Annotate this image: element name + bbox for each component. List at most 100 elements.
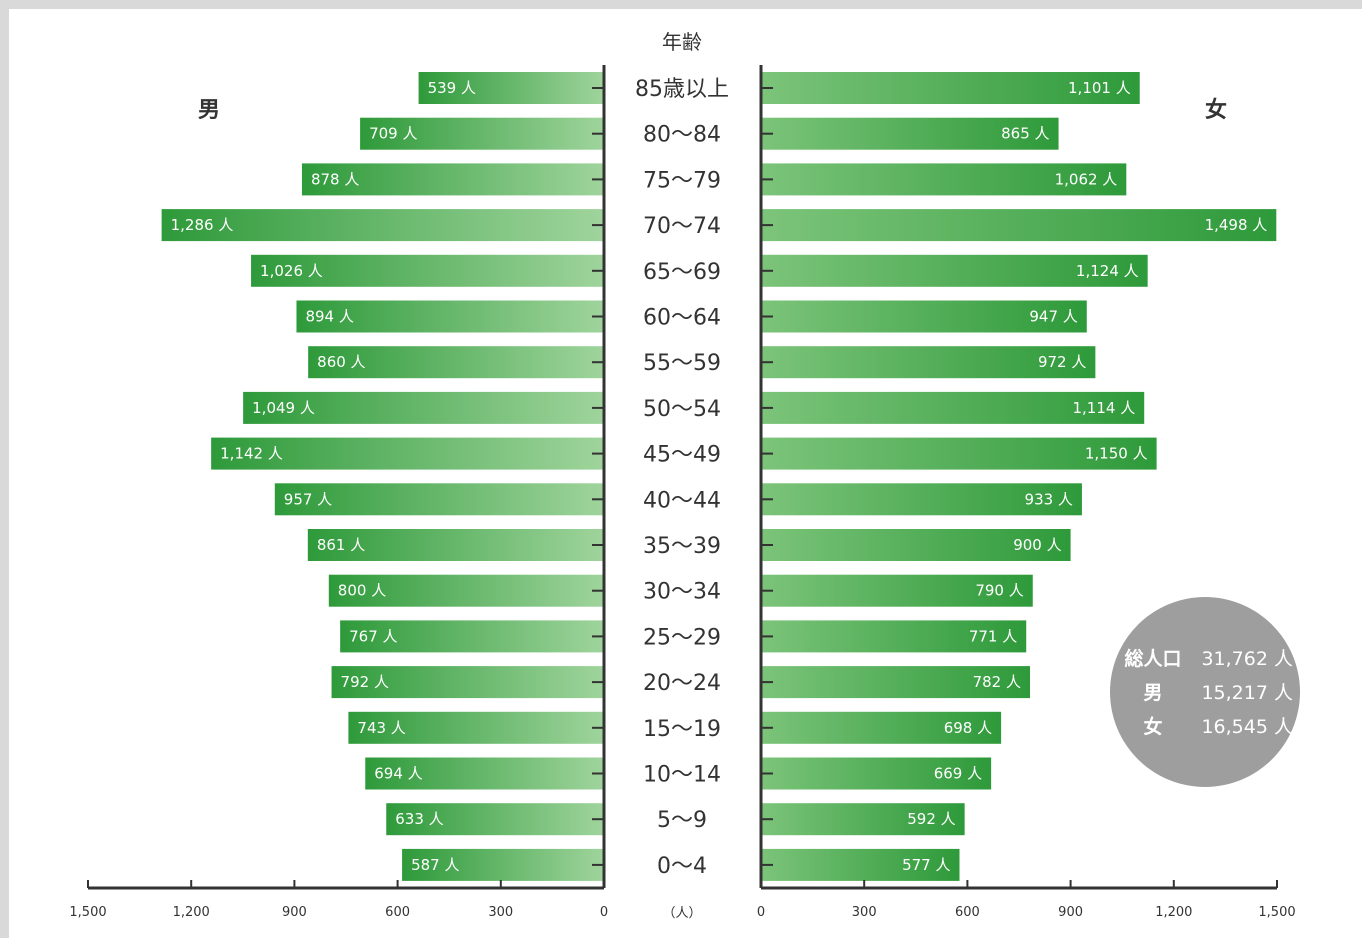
male-x-tick-label: 1,200	[173, 905, 210, 920]
female-value-label: 669 人	[934, 765, 982, 783]
male-bar	[301, 163, 604, 196]
male-value-label: 1,026 人	[260, 262, 323, 280]
male-bar	[402, 848, 604, 881]
female-x-tick-label: 300	[852, 905, 877, 920]
female-label: 女	[1205, 97, 1227, 123]
male-label: 男	[198, 98, 220, 123]
age-category-label: 50〜54	[643, 397, 721, 422]
summary-value-male: 15,217 人	[1201, 682, 1293, 704]
male-x-tick-label: 900	[282, 905, 307, 920]
male-value-label: 792 人	[341, 673, 389, 691]
summary-circle	[1110, 597, 1300, 787]
male-bar	[274, 483, 604, 516]
age-category-label: 65〜69	[643, 260, 721, 285]
female-value-label: 865 人	[1001, 125, 1049, 143]
age-category-label: 0〜4	[657, 854, 707, 879]
age-category-label: 40〜44	[643, 488, 721, 513]
male-value-label: 743 人	[357, 719, 405, 737]
age-category-label: 45〜49	[643, 443, 721, 468]
male-bar	[418, 72, 604, 104]
female-bar	[761, 574, 1033, 607]
female-bar	[761, 620, 1027, 653]
female-value-label: 1,150 人	[1085, 445, 1148, 463]
male-value-label: 860 人	[317, 353, 365, 371]
male-value-label: 800 人	[338, 582, 386, 600]
female-x-tick-label: 900	[1058, 905, 1083, 920]
male-value-label: 1,286 人	[171, 216, 234, 234]
male-value-label: 587 人	[411, 856, 459, 874]
age-category-label: 75〜79	[643, 168, 721, 193]
summary-value-total: 31,762 人	[1201, 648, 1293, 670]
male-bar	[386, 803, 604, 836]
male-value-label: 894 人	[305, 308, 353, 326]
summary-label-male: 男	[1143, 682, 1162, 704]
male-value-label: 861 人	[317, 536, 365, 554]
age-category-label: 30〜34	[643, 580, 721, 605]
male-x-tick-label: 600	[385, 905, 410, 920]
female-value-label: 972 人	[1038, 353, 1086, 371]
male-x-tick-label: 0	[600, 905, 608, 920]
male-value-label: 767 人	[349, 627, 397, 645]
male-bar	[161, 209, 604, 242]
age-category-label: 5〜9	[657, 808, 707, 833]
age-category-label: 15〜19	[643, 717, 721, 742]
female-bar	[761, 72, 1140, 104]
age-category-label: 70〜74	[643, 214, 721, 239]
chart-panel: 539 人 1,101 人 85歳以上 709 人 865 人 80〜84 878 人 1,0…	[9, 9, 1362, 938]
female-bar	[761, 437, 1157, 470]
male-x-tick-label: 300	[488, 905, 513, 920]
female-x-tick-label: 1,500	[1258, 905, 1295, 920]
male-value-label: 694 人	[374, 765, 422, 783]
male-value-label: 1,142 人	[220, 445, 283, 463]
female-bar	[761, 529, 1071, 561]
summary-badge: 総人口 31,762 人 男 15,217 人 女 16,545 人	[1110, 597, 1300, 787]
summary-label-female: 女	[1143, 715, 1162, 738]
unit-label: （人）	[662, 906, 701, 921]
female-bar	[761, 483, 1082, 516]
summary-label-total: 総人口	[1124, 647, 1181, 670]
age-category-label: 85歳以上	[635, 77, 729, 102]
male-bar	[365, 757, 604, 790]
male-value-label: 1,049 人	[252, 399, 315, 417]
female-value-label: 698 人	[944, 719, 992, 737]
male-bar	[251, 254, 604, 287]
female-value-label: 1,498 人	[1205, 216, 1268, 234]
male-bar	[360, 117, 604, 150]
female-bar	[761, 666, 1031, 699]
population-pyramid-chart: 539 人 1,101 人 85歳以上 709 人 865 人 80〜84 878 人 1,0…	[69, 30, 1300, 921]
age-category-label: 25〜29	[643, 625, 721, 650]
female-bar	[761, 803, 965, 836]
male-value-label: 633 人	[395, 810, 443, 828]
age-category-label: 20〜24	[643, 671, 721, 696]
male-x-tick-label: 1,500	[69, 905, 106, 920]
age-category-label: 35〜39	[643, 534, 721, 559]
female-bar	[761, 848, 960, 881]
female-value-label: 1,101 人	[1068, 79, 1131, 97]
female-x-tick-label: 0	[757, 905, 765, 920]
female-value-label: 900 人	[1013, 536, 1061, 554]
male-value-label: 709 人	[369, 125, 417, 143]
male-bar	[296, 300, 604, 333]
female-bar	[761, 300, 1087, 333]
female-bar	[761, 711, 1002, 744]
female-value-label: 790 人	[975, 582, 1023, 600]
female-bar	[761, 117, 1059, 150]
female-bar	[761, 391, 1145, 424]
male-bar	[211, 437, 605, 470]
female-value-label: 782 人	[973, 673, 1021, 691]
male-bar	[331, 666, 604, 699]
female-bar	[761, 209, 1277, 242]
age-category-label: 55〜59	[643, 351, 721, 376]
male-bar	[243, 391, 605, 424]
male-bar	[328, 574, 604, 607]
female-x-tick-label: 1,200	[1155, 905, 1192, 920]
male-value-label: 878 人	[311, 170, 359, 188]
male-value-label: 539 人	[428, 79, 476, 97]
female-value-label: 947 人	[1029, 308, 1077, 326]
female-value-label: 592 人	[907, 810, 955, 828]
male-bar	[348, 711, 604, 744]
female-bar	[761, 757, 992, 790]
female-bar	[761, 254, 1148, 287]
female-bar	[761, 163, 1127, 196]
female-value-label: 1,062 人	[1055, 170, 1118, 188]
